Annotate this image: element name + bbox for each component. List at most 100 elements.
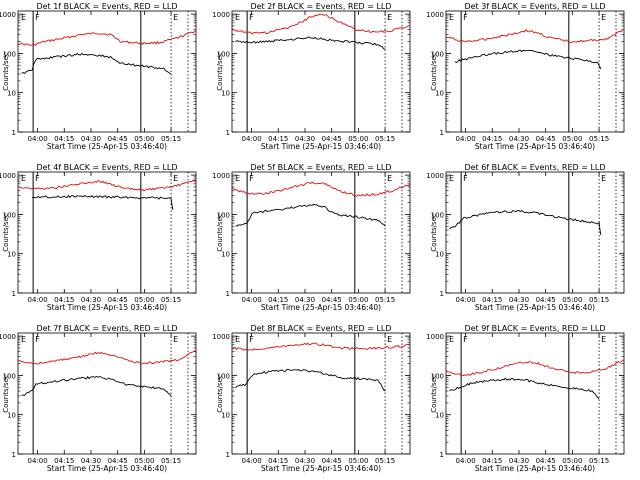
x-tick-label: 04:45 bbox=[108, 457, 128, 465]
x-tick-label: 05:15 bbox=[589, 457, 609, 465]
y-axis-label: Counts/sec bbox=[2, 374, 10, 413]
marker-F: F bbox=[35, 13, 40, 22]
x-tick-label: 05:15 bbox=[375, 296, 395, 304]
x-tick-label: 04:15 bbox=[482, 296, 502, 304]
x-tick-label: 05:15 bbox=[589, 296, 609, 304]
plot-frame bbox=[231, 332, 411, 455]
x-tick-label: 05:15 bbox=[375, 135, 395, 143]
x-tick-label: 04:30 bbox=[81, 135, 101, 143]
y-tick-label: 1 bbox=[12, 451, 16, 459]
y-tick-label: 1000 bbox=[426, 333, 444, 341]
y-tick-label: 10 bbox=[435, 90, 444, 98]
events-series-line bbox=[235, 36, 386, 50]
events-series-line bbox=[21, 52, 172, 75]
lld-series-line bbox=[17, 349, 197, 365]
y-tick-label: 1000 bbox=[0, 11, 16, 19]
x-tick-label: 04:45 bbox=[322, 135, 342, 143]
marker-E: E bbox=[21, 13, 26, 22]
y-tick-label: 10 bbox=[435, 251, 444, 259]
y-tick-label: 100 bbox=[431, 211, 444, 219]
x-tick-label: 04:15 bbox=[482, 135, 502, 143]
lld-series-line bbox=[17, 179, 197, 192]
events-series-line bbox=[449, 377, 600, 400]
y-tick-label: 10 bbox=[7, 251, 16, 259]
y-tick-label: 100 bbox=[217, 211, 230, 219]
x-tick-label: 04:15 bbox=[54, 135, 74, 143]
events-series-line bbox=[454, 49, 602, 70]
x-tick-label: 05:15 bbox=[161, 457, 181, 465]
panel-title: Det 4f BLACK = Events, RED = LLD bbox=[36, 163, 177, 172]
marker-E: E bbox=[449, 335, 454, 344]
marker-F: F bbox=[249, 13, 254, 22]
panel-6: Det 6f BLACK = Events, RED = LLD 1 10 100 10… bbox=[426, 163, 625, 312]
events-series-line bbox=[21, 375, 172, 397]
marker-E: E bbox=[449, 174, 454, 183]
y-axis-label: Counts/sec bbox=[216, 213, 224, 252]
x-axis-label: Start Time (25-Apr-15 03:46:40) bbox=[261, 142, 381, 151]
y-tick-label: 100 bbox=[431, 50, 444, 58]
x-tick-label: 04:00 bbox=[27, 457, 47, 465]
x-tick-label: 04:30 bbox=[295, 457, 315, 465]
x-tick-label: 04:30 bbox=[509, 457, 529, 465]
x-tick-label: 04:00 bbox=[27, 135, 47, 143]
y-tick-label: 100 bbox=[217, 50, 230, 58]
marker-E: E bbox=[601, 174, 606, 183]
marker-E: E bbox=[387, 335, 392, 344]
x-tick-label: 04:30 bbox=[509, 135, 529, 143]
y-tick-label: 100 bbox=[3, 211, 16, 219]
panel-1: Det 1f BLACK = Events, RED = LLD 1 10 100 10… bbox=[0, 2, 197, 151]
x-tick-label: 04:45 bbox=[536, 457, 556, 465]
marker-F: F bbox=[463, 335, 468, 344]
marker-F: F bbox=[35, 335, 40, 344]
x-tick-label: 04:00 bbox=[241, 296, 261, 304]
marker-F: F bbox=[35, 174, 40, 183]
x-tick-label: 04:15 bbox=[54, 457, 74, 465]
y-tick-label: 1 bbox=[226, 129, 230, 137]
y-tick-label: 1000 bbox=[0, 172, 16, 180]
x-tick-label: 04:00 bbox=[455, 296, 475, 304]
marker-E: E bbox=[173, 13, 178, 22]
panel-title: Det 6f BLACK = Events, RED = LLD bbox=[464, 163, 605, 172]
x-tick-label: 05:15 bbox=[589, 135, 609, 143]
x-tick-label: 04:15 bbox=[268, 457, 288, 465]
panel-title: Det 5f BLACK = Events, RED = LLD bbox=[250, 163, 391, 172]
y-axis-label: Counts/sec bbox=[430, 213, 438, 252]
marker-E: E bbox=[235, 174, 240, 183]
lld-series-line bbox=[445, 359, 625, 377]
y-tick-label: 1000 bbox=[212, 172, 230, 180]
lld-series-line bbox=[231, 13, 411, 35]
x-tick-label: 05:00 bbox=[562, 135, 582, 143]
marker-F: F bbox=[249, 335, 254, 344]
x-tick-label: 04:00 bbox=[27, 296, 47, 304]
x-axis-label: Start Time (25-Apr-15 03:46:40) bbox=[475, 464, 595, 473]
y-tick-label: 10 bbox=[221, 251, 230, 259]
y-axis-label: Counts/sec bbox=[430, 374, 438, 413]
panel-3: Det 3f BLACK = Events, RED = LLD 1 10 100 10… bbox=[426, 2, 625, 151]
y-axis-label: Counts/sec bbox=[2, 52, 10, 91]
plot-frame bbox=[445, 171, 625, 294]
plot-frame bbox=[231, 171, 411, 294]
y-axis-label: Counts/sec bbox=[216, 52, 224, 91]
plot-frame bbox=[231, 10, 411, 133]
y-tick-label: 1 bbox=[12, 290, 16, 298]
y-tick-label: 1 bbox=[440, 290, 444, 298]
x-tick-label: 05:00 bbox=[562, 296, 582, 304]
panel-title: Det 8f BLACK = Events, RED = LLD bbox=[250, 324, 391, 333]
x-axis-label: Start Time (25-Apr-15 03:46:40) bbox=[261, 464, 381, 473]
panel-title: Det 7f BLACK = Events, RED = LLD bbox=[36, 324, 177, 333]
lld-series-line bbox=[17, 30, 197, 47]
lld-series-line bbox=[445, 28, 625, 44]
x-tick-label: 04:00 bbox=[455, 135, 475, 143]
marker-E: E bbox=[21, 174, 26, 183]
x-tick-label: 05:00 bbox=[134, 457, 154, 465]
marker-E: E bbox=[235, 13, 240, 22]
y-tick-label: 100 bbox=[431, 372, 444, 380]
x-tick-label: 04:45 bbox=[108, 135, 128, 143]
x-tick-label: 04:30 bbox=[81, 296, 101, 304]
y-tick-label: 100 bbox=[217, 372, 230, 380]
x-tick-label: 05:15 bbox=[375, 457, 395, 465]
x-tick-label: 04:45 bbox=[322, 296, 342, 304]
panel-title: Det 1f BLACK = Events, RED = LLD bbox=[36, 2, 177, 11]
y-tick-label: 10 bbox=[7, 90, 16, 98]
